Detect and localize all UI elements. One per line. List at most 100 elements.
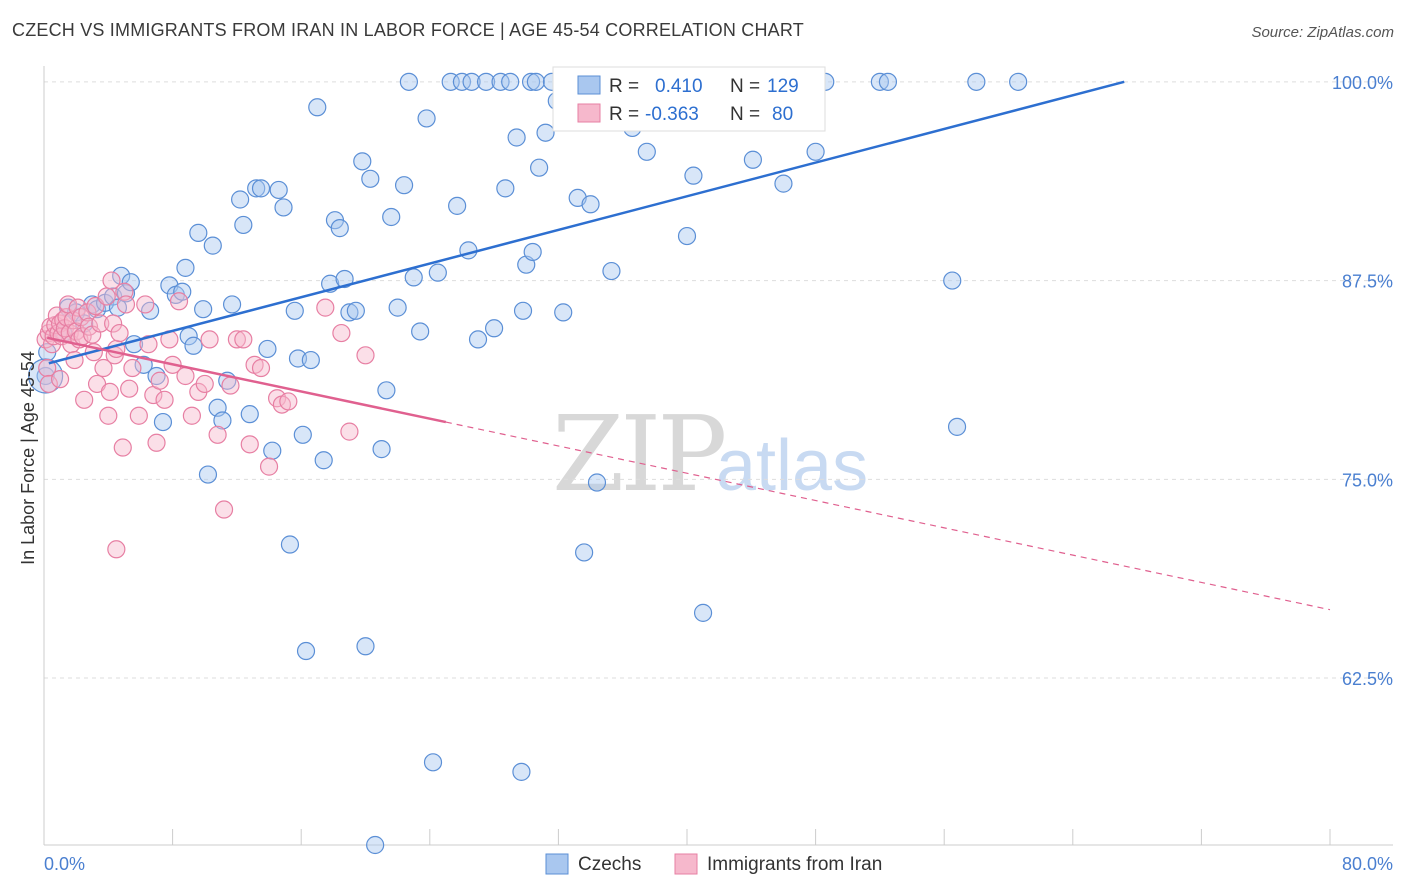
czech-point [399,72,419,91]
czech-point [263,441,282,460]
czech-point [485,319,504,338]
czech-point [602,261,621,281]
stats-czech-n-label: N = [730,76,760,97]
iran-point [227,330,246,349]
czech-point [496,179,515,198]
iran-point [107,540,126,559]
czech-point [411,322,430,341]
iran-point [102,271,121,290]
iran-point [208,425,227,444]
stats-iran-swatch [577,103,601,123]
czech-point [346,301,365,320]
series-iran [36,271,375,559]
iran-point [340,422,359,441]
chart-title: CZECH VS IMMIGRANTS FROM IRAN IN LABOR F… [12,20,804,40]
y-tick-label: 75.0% [1342,470,1393,490]
czech-point [335,269,354,289]
y-axis-label: In Labor Force | Age 45-54 [18,351,38,565]
czech-point [468,330,488,349]
stats-czech-n: 129 [767,76,799,97]
czech-point [269,180,288,200]
czech-point [240,405,259,424]
czech-point [382,207,401,227]
legend-czech-swatch [545,853,569,875]
czech-point [967,72,986,91]
czech-point [231,190,250,209]
iran-point [68,298,87,317]
iran-point [200,330,219,349]
iran-point [169,292,189,311]
iran-point [356,346,375,365]
czech-point [526,72,545,91]
iran-point [99,406,118,425]
czech-point [247,179,266,198]
czech-point [198,465,218,484]
czech-point [536,123,555,142]
czech-point [428,263,447,282]
y-tick-label: 62.5% [1342,669,1393,689]
iran-point [50,370,70,389]
stats-czech-r-label: R = [609,76,639,97]
czech-point [459,241,478,260]
stats-czech-swatch [577,75,601,95]
czech-point [293,425,312,444]
czech-point [404,268,423,287]
czech-point [530,158,549,177]
czech-point [523,242,542,262]
czech-point [878,72,898,91]
stats-box: R = 0.410 N = 129 R = -0.363 N = 80 [552,66,826,132]
x-tick-max: 80.0% [1342,854,1393,874]
czech-point [423,753,443,772]
legend: Czechs Immigrants from Iran [545,853,882,875]
axes: 62.5% 75.0% 87.5% 100.0% [43,66,1393,846]
czech-point [417,109,436,128]
czech-point [677,226,697,246]
iran-point [316,298,335,317]
czech-point [356,637,375,656]
czech-point [491,72,510,91]
czech-point [184,336,203,355]
iran-point [104,314,123,333]
iran-point [176,366,195,386]
x-tick-min: 0.0% [44,854,85,874]
czech-point [774,174,793,193]
czech-point [285,301,304,320]
czech-point [366,835,385,855]
iran-point [123,358,142,378]
czech-point [189,223,208,242]
czech-point [501,72,520,91]
czech-point [203,236,222,255]
czech-point [134,355,153,374]
iran-point [214,500,234,519]
czech-point [296,641,316,661]
trend-lines [46,80,1331,611]
czech-point [806,142,825,161]
czech-point [340,303,359,322]
iran-point [155,390,174,409]
stats-iran-r: -0.363 [645,104,699,125]
czech-point [194,300,213,319]
iran-point [94,358,113,378]
iran-point [97,287,116,306]
czech-point [361,169,380,188]
stats-iran-n-label: N = [730,104,760,125]
iran-point [75,390,94,409]
stats-iran-n: 80 [772,104,793,125]
czech-point [476,72,496,91]
watermark-atlas: atlas [716,426,868,506]
czech-point [274,198,293,217]
iran-point [116,295,136,314]
iran-point [100,382,120,401]
czech-point [637,142,656,161]
czech-point [1009,72,1028,91]
czech-point [452,72,472,91]
czech-point [222,295,242,314]
czech-point [512,762,531,781]
czech-point [353,152,372,171]
czech-point [521,72,541,91]
iran-point [279,392,298,411]
iran-point [234,330,253,349]
czech-point [693,603,713,622]
watermark-zip: ZIP [552,393,724,515]
iran-point [150,371,169,390]
